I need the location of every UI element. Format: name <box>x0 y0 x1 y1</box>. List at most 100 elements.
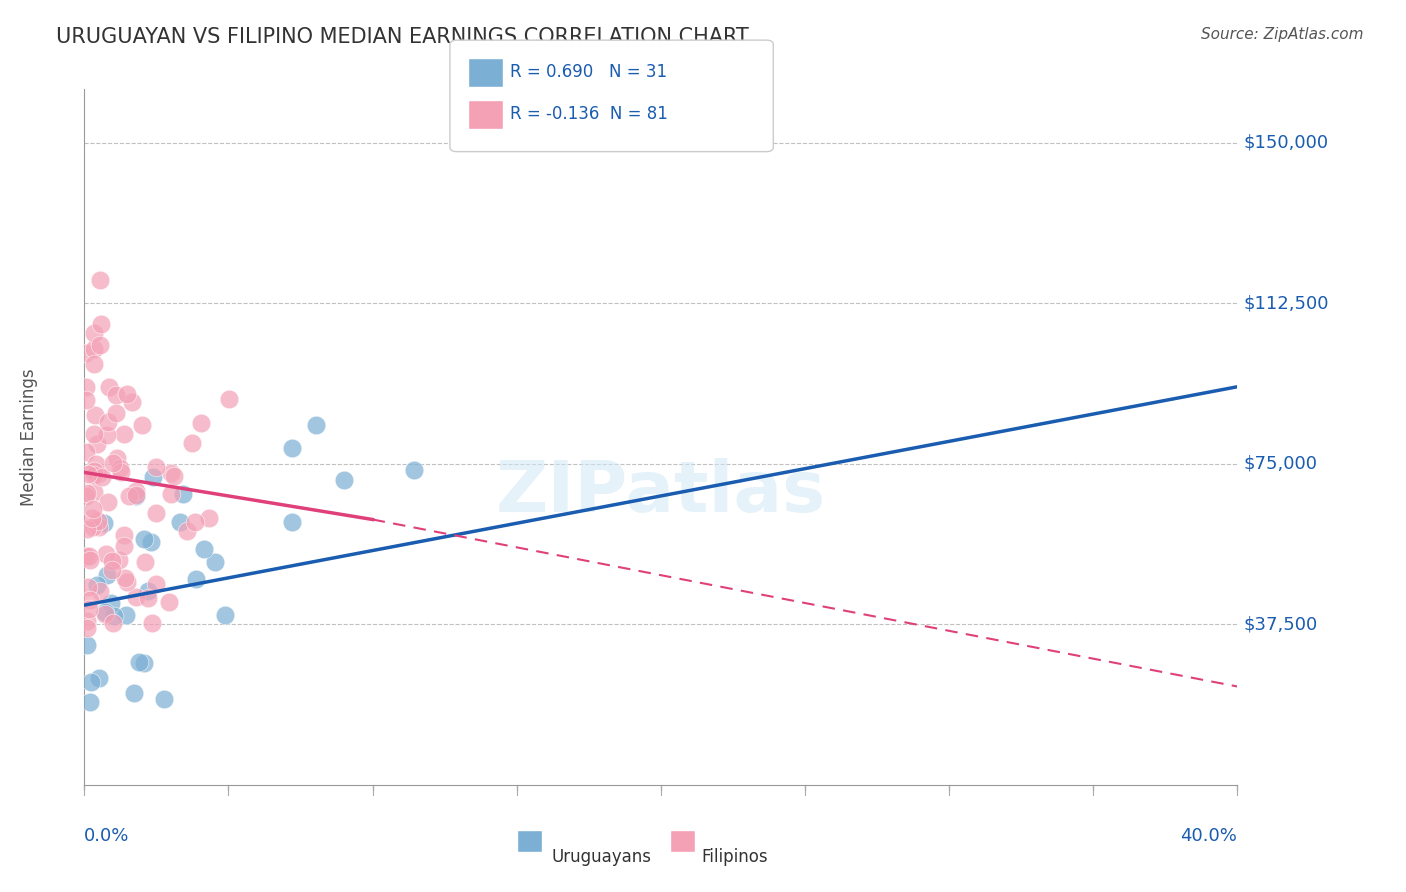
Point <box>105 388 128 402</box>
Text: ZIPatlas: ZIPatlas <box>496 458 825 527</box>
Text: $150,000: $150,000 <box>1243 134 1329 152</box>
Point <box>181 436 204 450</box>
Text: Filipinos: Filipinos <box>702 847 768 865</box>
Point <box>114 608 136 623</box>
Point <box>76 486 98 500</box>
Point <box>142 470 165 484</box>
Point <box>145 459 167 474</box>
Point <box>172 487 194 501</box>
Point <box>83 358 105 372</box>
Point <box>84 457 107 471</box>
Point <box>152 692 174 706</box>
Point <box>131 417 153 432</box>
Point <box>82 502 104 516</box>
Point <box>125 591 148 605</box>
Point <box>128 655 150 669</box>
Point <box>83 464 105 478</box>
Point <box>169 516 191 530</box>
Point <box>80 510 103 524</box>
Point <box>98 380 121 394</box>
Point <box>75 445 97 459</box>
Point <box>80 675 103 690</box>
Point <box>122 686 145 700</box>
Point <box>89 338 111 352</box>
Text: 40.0%: 40.0% <box>1181 827 1237 845</box>
Point <box>184 572 207 586</box>
Point <box>79 549 101 563</box>
Point <box>86 578 108 592</box>
Point <box>163 468 186 483</box>
Point <box>76 522 98 536</box>
Point <box>218 392 240 406</box>
Point <box>83 426 105 441</box>
Point <box>110 465 132 479</box>
Point <box>190 416 212 430</box>
Point <box>82 520 104 534</box>
Point <box>184 515 207 529</box>
Point <box>107 553 129 567</box>
Text: R = 0.690   N = 31: R = 0.690 N = 31 <box>510 63 668 81</box>
Point <box>77 467 100 482</box>
Point <box>125 489 148 503</box>
Point <box>76 614 98 628</box>
Point <box>134 657 156 671</box>
Text: $112,500: $112,500 <box>1243 294 1329 312</box>
Point <box>83 485 105 500</box>
Text: Source: ZipAtlas.com: Source: ZipAtlas.com <box>1201 27 1364 42</box>
Point <box>114 571 136 585</box>
Point <box>204 555 226 569</box>
Point <box>94 605 117 619</box>
Point <box>112 540 135 554</box>
Point <box>79 593 101 607</box>
Point <box>89 519 111 533</box>
Point <box>75 379 97 393</box>
Text: R = -0.136  N = 81: R = -0.136 N = 81 <box>510 105 668 123</box>
Point <box>100 596 122 610</box>
Point <box>134 555 156 569</box>
Point <box>97 495 120 509</box>
Point <box>112 427 135 442</box>
Point <box>94 607 117 622</box>
Point <box>101 554 124 568</box>
Point <box>125 483 148 498</box>
Point <box>94 547 117 561</box>
Point <box>83 467 105 482</box>
Point <box>79 601 101 615</box>
Point <box>121 394 143 409</box>
Point <box>87 671 110 685</box>
Point <box>145 577 167 591</box>
Point <box>103 615 125 630</box>
Point <box>89 583 111 598</box>
Point <box>75 393 97 408</box>
Point <box>79 695 101 709</box>
Point <box>281 441 304 455</box>
Point <box>83 409 105 423</box>
Point <box>114 528 136 542</box>
Point <box>89 273 111 287</box>
Point <box>159 487 181 501</box>
Bar <box>671 830 696 853</box>
Point <box>83 326 105 340</box>
Point <box>197 510 219 524</box>
Point <box>76 638 98 652</box>
Point <box>91 470 114 484</box>
Point <box>136 591 159 605</box>
Point <box>332 473 354 487</box>
Point <box>176 524 198 538</box>
Point <box>404 463 426 477</box>
Point <box>117 575 139 590</box>
Bar <box>517 830 543 853</box>
Point <box>83 343 105 357</box>
Text: Median Earnings: Median Earnings <box>20 368 38 506</box>
Point <box>77 580 100 594</box>
Point <box>75 345 97 359</box>
Point <box>101 563 124 577</box>
Point <box>117 386 139 401</box>
Point <box>87 514 110 528</box>
Text: $37,500: $37,500 <box>1243 615 1317 633</box>
Point <box>105 450 128 465</box>
Point <box>96 567 118 582</box>
Point <box>103 609 125 624</box>
Point <box>75 489 97 503</box>
Point <box>117 489 139 503</box>
